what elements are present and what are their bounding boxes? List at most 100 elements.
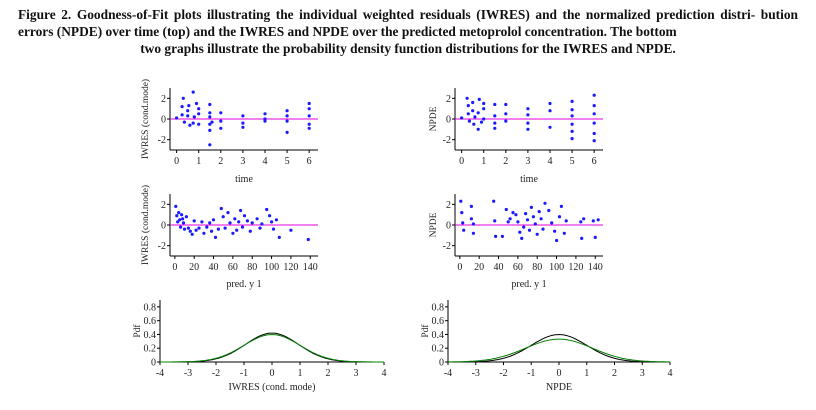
data-point [473, 115, 477, 119]
data-point [208, 111, 212, 115]
data-point [539, 217, 543, 221]
data-point [208, 221, 212, 225]
x-tick-label: 20 [189, 262, 199, 273]
x-tick-label: 0 [174, 156, 179, 167]
data-point [186, 226, 190, 230]
x-tick-label: 100 [264, 262, 279, 273]
data-point [223, 226, 227, 230]
data-point [245, 219, 249, 223]
data-point [181, 96, 185, 100]
data-point [524, 212, 528, 216]
data-point [221, 215, 225, 219]
data-point [476, 111, 480, 115]
data-point [504, 112, 508, 116]
data-point [205, 225, 209, 229]
x-tick-label: 0 [172, 262, 177, 273]
data-point [592, 93, 596, 97]
data-point [210, 229, 214, 233]
data-point [265, 207, 269, 212]
data-point [465, 96, 469, 100]
x-axis-label: time [520, 174, 538, 185]
data-point [541, 227, 545, 231]
y-tick-label: 0.8 [432, 302, 445, 313]
data-point [469, 204, 473, 208]
y-tick-label: 2 [161, 94, 166, 105]
data-point [504, 102, 508, 107]
data-point [500, 234, 504, 238]
density-curve-1 [160, 332, 384, 363]
data-point [242, 214, 247, 218]
data-point [241, 125, 245, 129]
data-point [550, 221, 554, 225]
y-axis-label: Pdf [420, 324, 431, 338]
data-point [525, 218, 530, 222]
data-point [570, 114, 574, 118]
data-point [460, 211, 464, 215]
data-point [461, 221, 465, 225]
x-tick-label: 20 [474, 262, 484, 273]
x-tick-label: 2 [326, 368, 331, 379]
data-point [462, 228, 466, 232]
y-tick-label: 0 [151, 358, 156, 369]
data-point [197, 226, 201, 230]
x-axis-label: pred. y 1 [511, 279, 546, 290]
data-point [182, 120, 186, 124]
data-point [592, 139, 596, 143]
y-tick-label: -2 [158, 135, 166, 146]
data-point [306, 237, 310, 242]
data-point [200, 220, 204, 224]
data-point [535, 232, 539, 236]
data-point [263, 119, 267, 123]
x-tick-label: -1 [527, 368, 535, 379]
data-point [285, 109, 289, 113]
data-point [592, 104, 596, 108]
data-point [579, 220, 583, 224]
data-point [277, 235, 281, 239]
x-tick-label: 1 [298, 368, 303, 379]
data-point [211, 218, 216, 222]
data-point [526, 113, 530, 117]
x-tick-label: 0 [459, 156, 464, 167]
data-point [471, 100, 475, 105]
data-point [233, 217, 237, 221]
x-tick-label: 0 [270, 368, 275, 379]
data-point [271, 227, 276, 231]
data-point [191, 121, 195, 125]
data-point [248, 229, 252, 233]
data-point [197, 112, 201, 116]
data-point [208, 143, 212, 147]
data-point [533, 222, 537, 226]
y-axis-label: NPDE [429, 212, 439, 237]
data-point [219, 206, 223, 211]
y-tick-label: 0.8 [144, 302, 157, 313]
data-point [514, 213, 518, 217]
data-point [180, 105, 184, 109]
data-point [181, 221, 186, 225]
data-point [482, 107, 486, 111]
data-point [175, 116, 179, 120]
data-point [260, 222, 264, 226]
data-point [582, 217, 586, 221]
data-point [219, 119, 223, 123]
data-point [231, 231, 235, 235]
x-tick-label: 60 [513, 262, 523, 273]
y-tick-label: 0 [161, 221, 166, 232]
x-axis-label: IWRES (cond. mode) [229, 382, 316, 393]
data-point [307, 114, 311, 118]
data-point [592, 131, 596, 136]
y-tick-label: -2 [443, 135, 451, 146]
x-tick-label: 2 [503, 156, 508, 167]
data-point [493, 121, 497, 125]
data-point [570, 137, 574, 141]
x-tick-label: 6 [307, 156, 312, 167]
data-point [526, 127, 530, 131]
x-tick-label: 120 [568, 262, 583, 273]
y-tick-label: 2 [446, 94, 451, 105]
data-point [176, 220, 180, 224]
data-point [188, 229, 192, 233]
data-point [307, 101, 311, 106]
data-point [504, 207, 508, 212]
x-tick-label: -2 [212, 368, 220, 379]
